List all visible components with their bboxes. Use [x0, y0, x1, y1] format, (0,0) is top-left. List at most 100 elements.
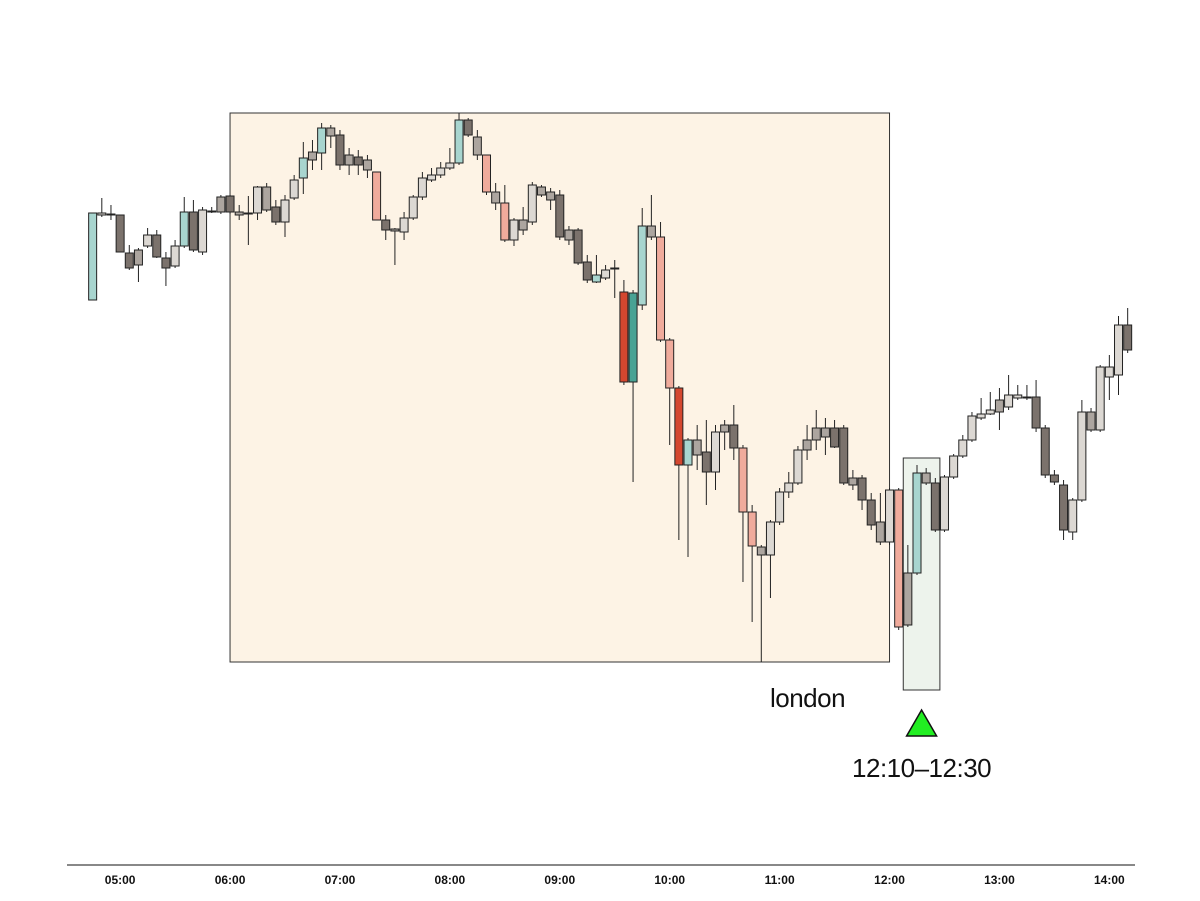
candle-body: [848, 477, 858, 486]
candle-body: [1049, 474, 1059, 483]
candle-body: [427, 174, 437, 181]
candle-body: [289, 179, 299, 199]
candle-body: [372, 171, 382, 221]
candle-body: [179, 211, 189, 247]
candle-body: [894, 489, 904, 628]
candle-body: [720, 424, 730, 433]
candle-body: [280, 199, 290, 223]
candle-body: [784, 482, 794, 493]
candle-body: [1022, 396, 1032, 399]
candle-body: [335, 134, 345, 166]
candle-body: [875, 521, 885, 543]
candle-body: [1059, 484, 1069, 531]
candle-body: [161, 257, 171, 269]
candle-body: [665, 339, 675, 389]
candle-body: [958, 439, 968, 457]
candle-body: [692, 439, 702, 456]
candle-body: [683, 439, 693, 466]
candle-body: [253, 186, 263, 214]
candle-body: [262, 186, 272, 211]
candle-body: [756, 546, 766, 556]
candle-body: [1068, 499, 1078, 533]
candle-body: [216, 196, 226, 213]
candle-body: [170, 245, 180, 267]
candle-body: [152, 234, 162, 258]
candle-body: [637, 225, 647, 306]
candle-body: [143, 234, 153, 247]
candle-body: [985, 409, 995, 415]
candle-body: [188, 211, 198, 251]
candle-body: [976, 413, 986, 419]
candle-body: [885, 489, 895, 543]
candle-body: [225, 195, 235, 213]
candle-body: [656, 236, 666, 341]
candle-body: [536, 186, 546, 196]
candle-body: [573, 229, 583, 264]
candle-body: [738, 447, 748, 513]
candle-body: [930, 482, 940, 531]
candle-body: [1077, 411, 1087, 501]
candle-body: [1004, 394, 1014, 408]
candle-body: [445, 162, 455, 169]
candle-body: [1114, 324, 1124, 376]
candle-body: [591, 274, 601, 283]
candle-body: [1086, 411, 1096, 431]
candle-body: [472, 136, 482, 156]
candle-body: [518, 219, 528, 231]
candle-body: [1040, 427, 1050, 476]
candle-body: [326, 127, 336, 137]
x-tick-label: 07:00: [325, 873, 356, 887]
signal-marker: [905, 708, 938, 737]
candle-body: [463, 119, 473, 136]
candle-body: [912, 472, 922, 574]
candle-body: [903, 572, 913, 626]
candle-body: [298, 157, 308, 179]
candle-body: [436, 167, 446, 176]
candle-body: [710, 431, 720, 473]
candle-body: [775, 491, 785, 523]
candle-body: [317, 127, 327, 154]
candle-body: [601, 269, 611, 279]
candle-body: [408, 196, 418, 219]
candle-body: [491, 191, 501, 204]
candle-body: [115, 214, 125, 253]
candle-body: [619, 291, 629, 383]
candle-body: [839, 427, 849, 484]
candle-body: [820, 427, 830, 438]
candle-body: [353, 156, 363, 166]
candle-body: [866, 499, 876, 526]
candle-body: [417, 177, 427, 198]
candle-body: [674, 387, 684, 466]
x-tick-label: 12:00: [874, 873, 905, 887]
candle-body: [994, 399, 1004, 413]
candle-body: [243, 212, 253, 215]
candle-body: [1095, 366, 1105, 431]
candle-body: [857, 477, 867, 501]
candle-body: [527, 184, 537, 223]
candle-body: [546, 191, 556, 201]
candle-body: [509, 219, 519, 241]
candle-body: [967, 415, 977, 441]
candle-body: [133, 249, 143, 266]
candle-body: [344, 154, 354, 166]
x-tick-label: 05:00: [105, 873, 136, 887]
candle-body: [1013, 394, 1023, 399]
candle-body: [555, 194, 565, 238]
candle-body: [646, 225, 656, 238]
candle-body: [454, 119, 464, 164]
window-label: 12:10–12:30: [852, 753, 991, 783]
candle-body: [124, 252, 134, 269]
candle-body: [802, 439, 812, 451]
candle-body: [1123, 324, 1133, 351]
candle-body: [628, 292, 638, 383]
x-tick-label: 08:00: [435, 873, 466, 887]
candle-body: [381, 219, 391, 231]
candle-body: [729, 424, 739, 449]
x-tick-label: 10:00: [654, 873, 685, 887]
candle-body: [198, 209, 208, 253]
candle-body: [234, 211, 244, 216]
candle-body: [97, 212, 107, 216]
x-tick-label: 13:00: [984, 873, 1015, 887]
candle-body: [271, 206, 281, 223]
